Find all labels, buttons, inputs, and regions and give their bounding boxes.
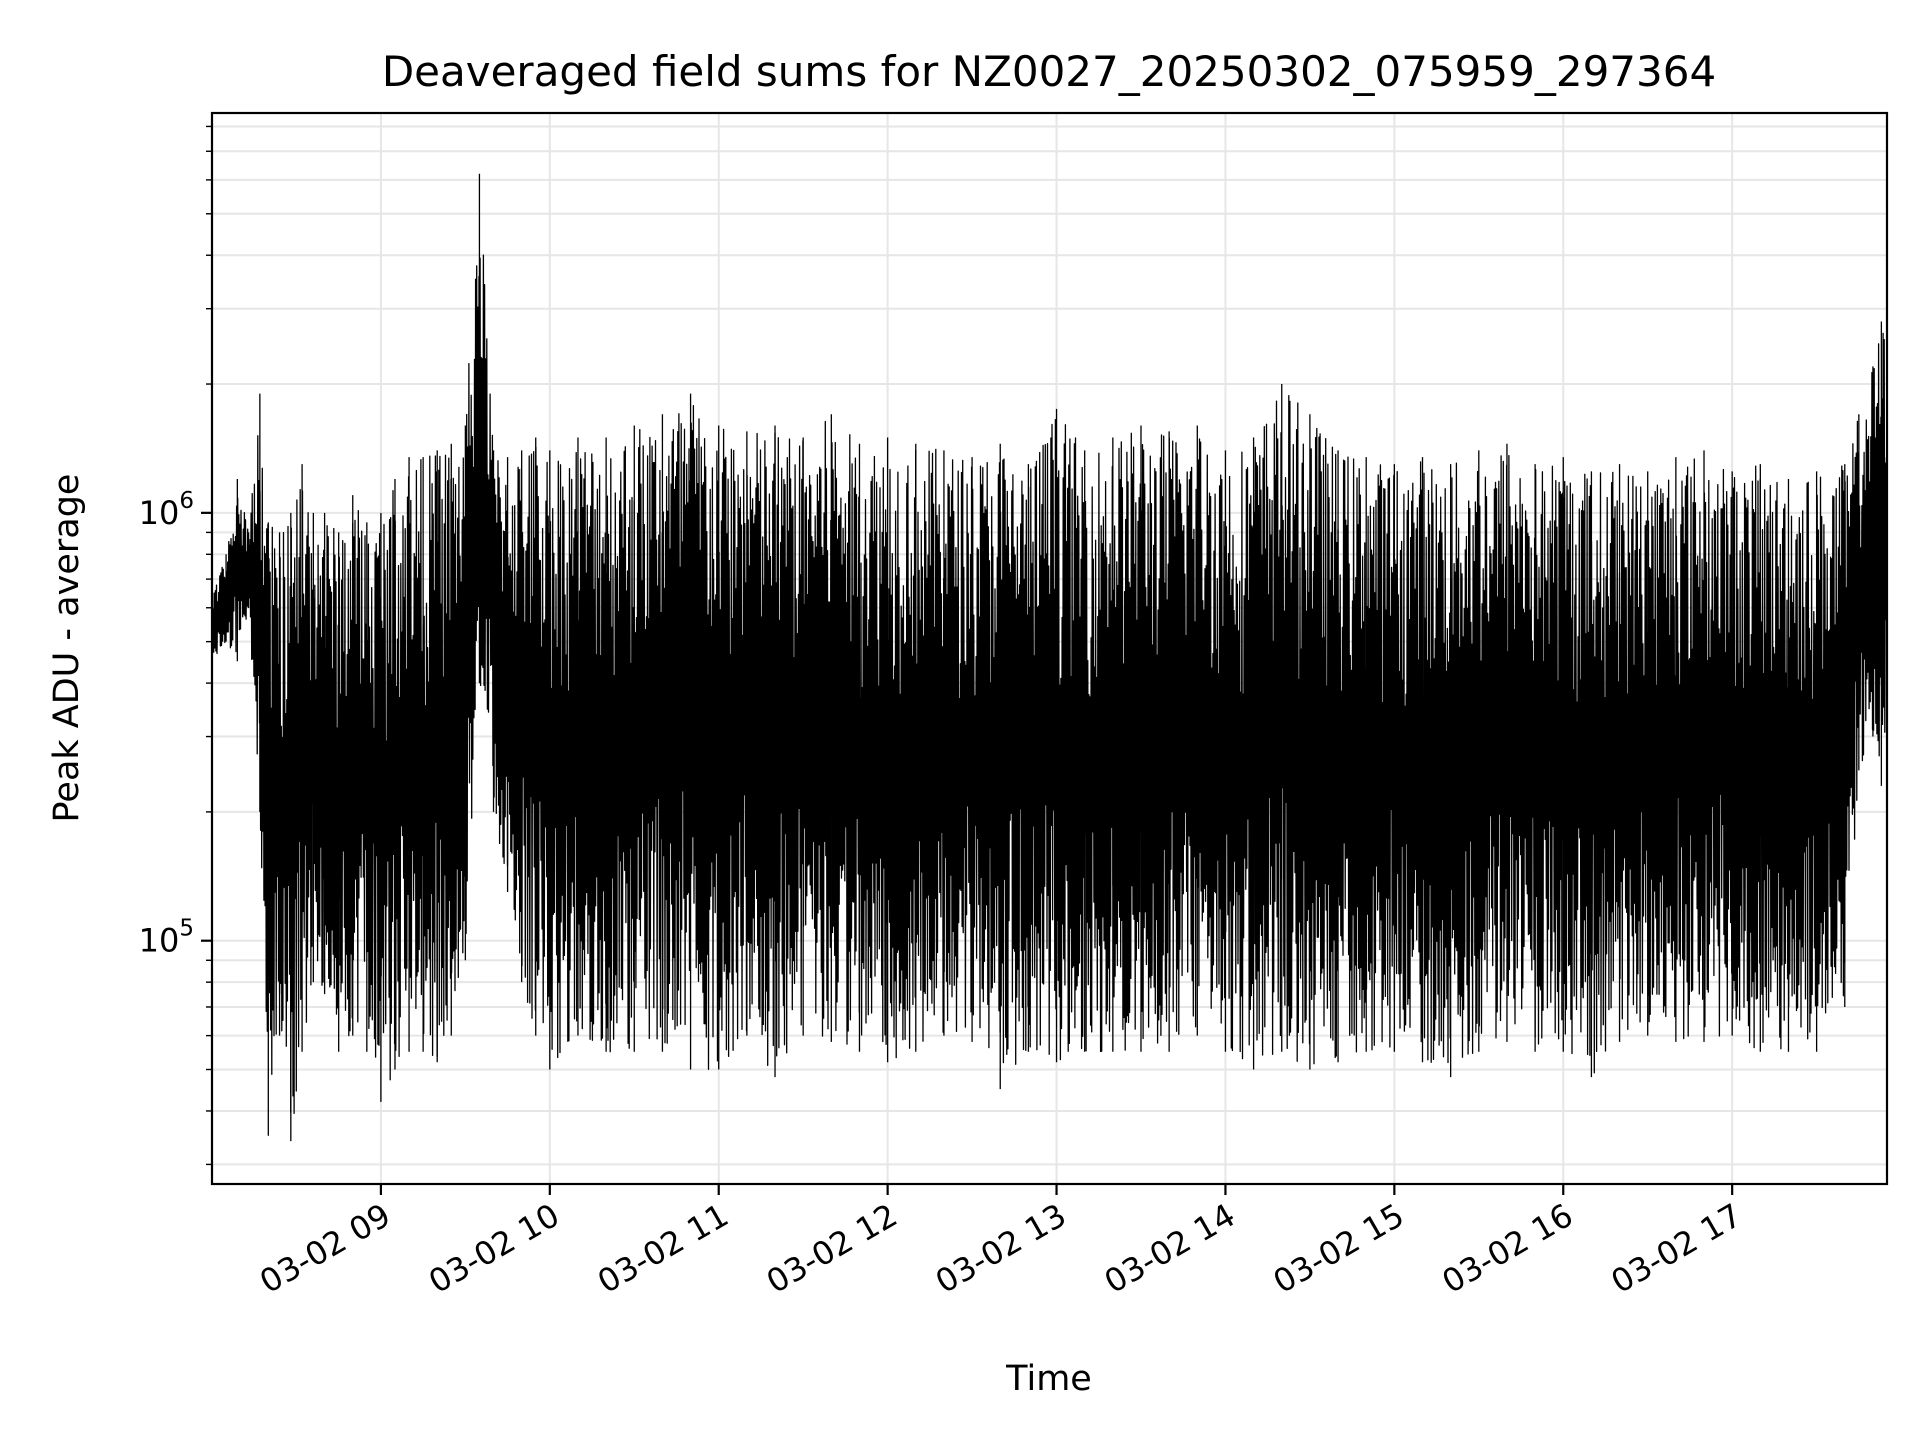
x-axis-label: Time: [1005, 1359, 1092, 1399]
y-tick-label: 106: [139, 488, 194, 532]
chart-title: Deaveraged field sums for NZ0027_2025030…: [382, 47, 1716, 96]
series-line: [211, 254, 1888, 1115]
y-axis-ticks: 105 106: [139, 125, 212, 1166]
series-layer: [211, 173, 1888, 1142]
axes-frame: [210, 111, 1889, 1186]
y-tick-label: 105: [139, 916, 194, 960]
y-axis-label: Peak ADU - average: [47, 474, 87, 823]
